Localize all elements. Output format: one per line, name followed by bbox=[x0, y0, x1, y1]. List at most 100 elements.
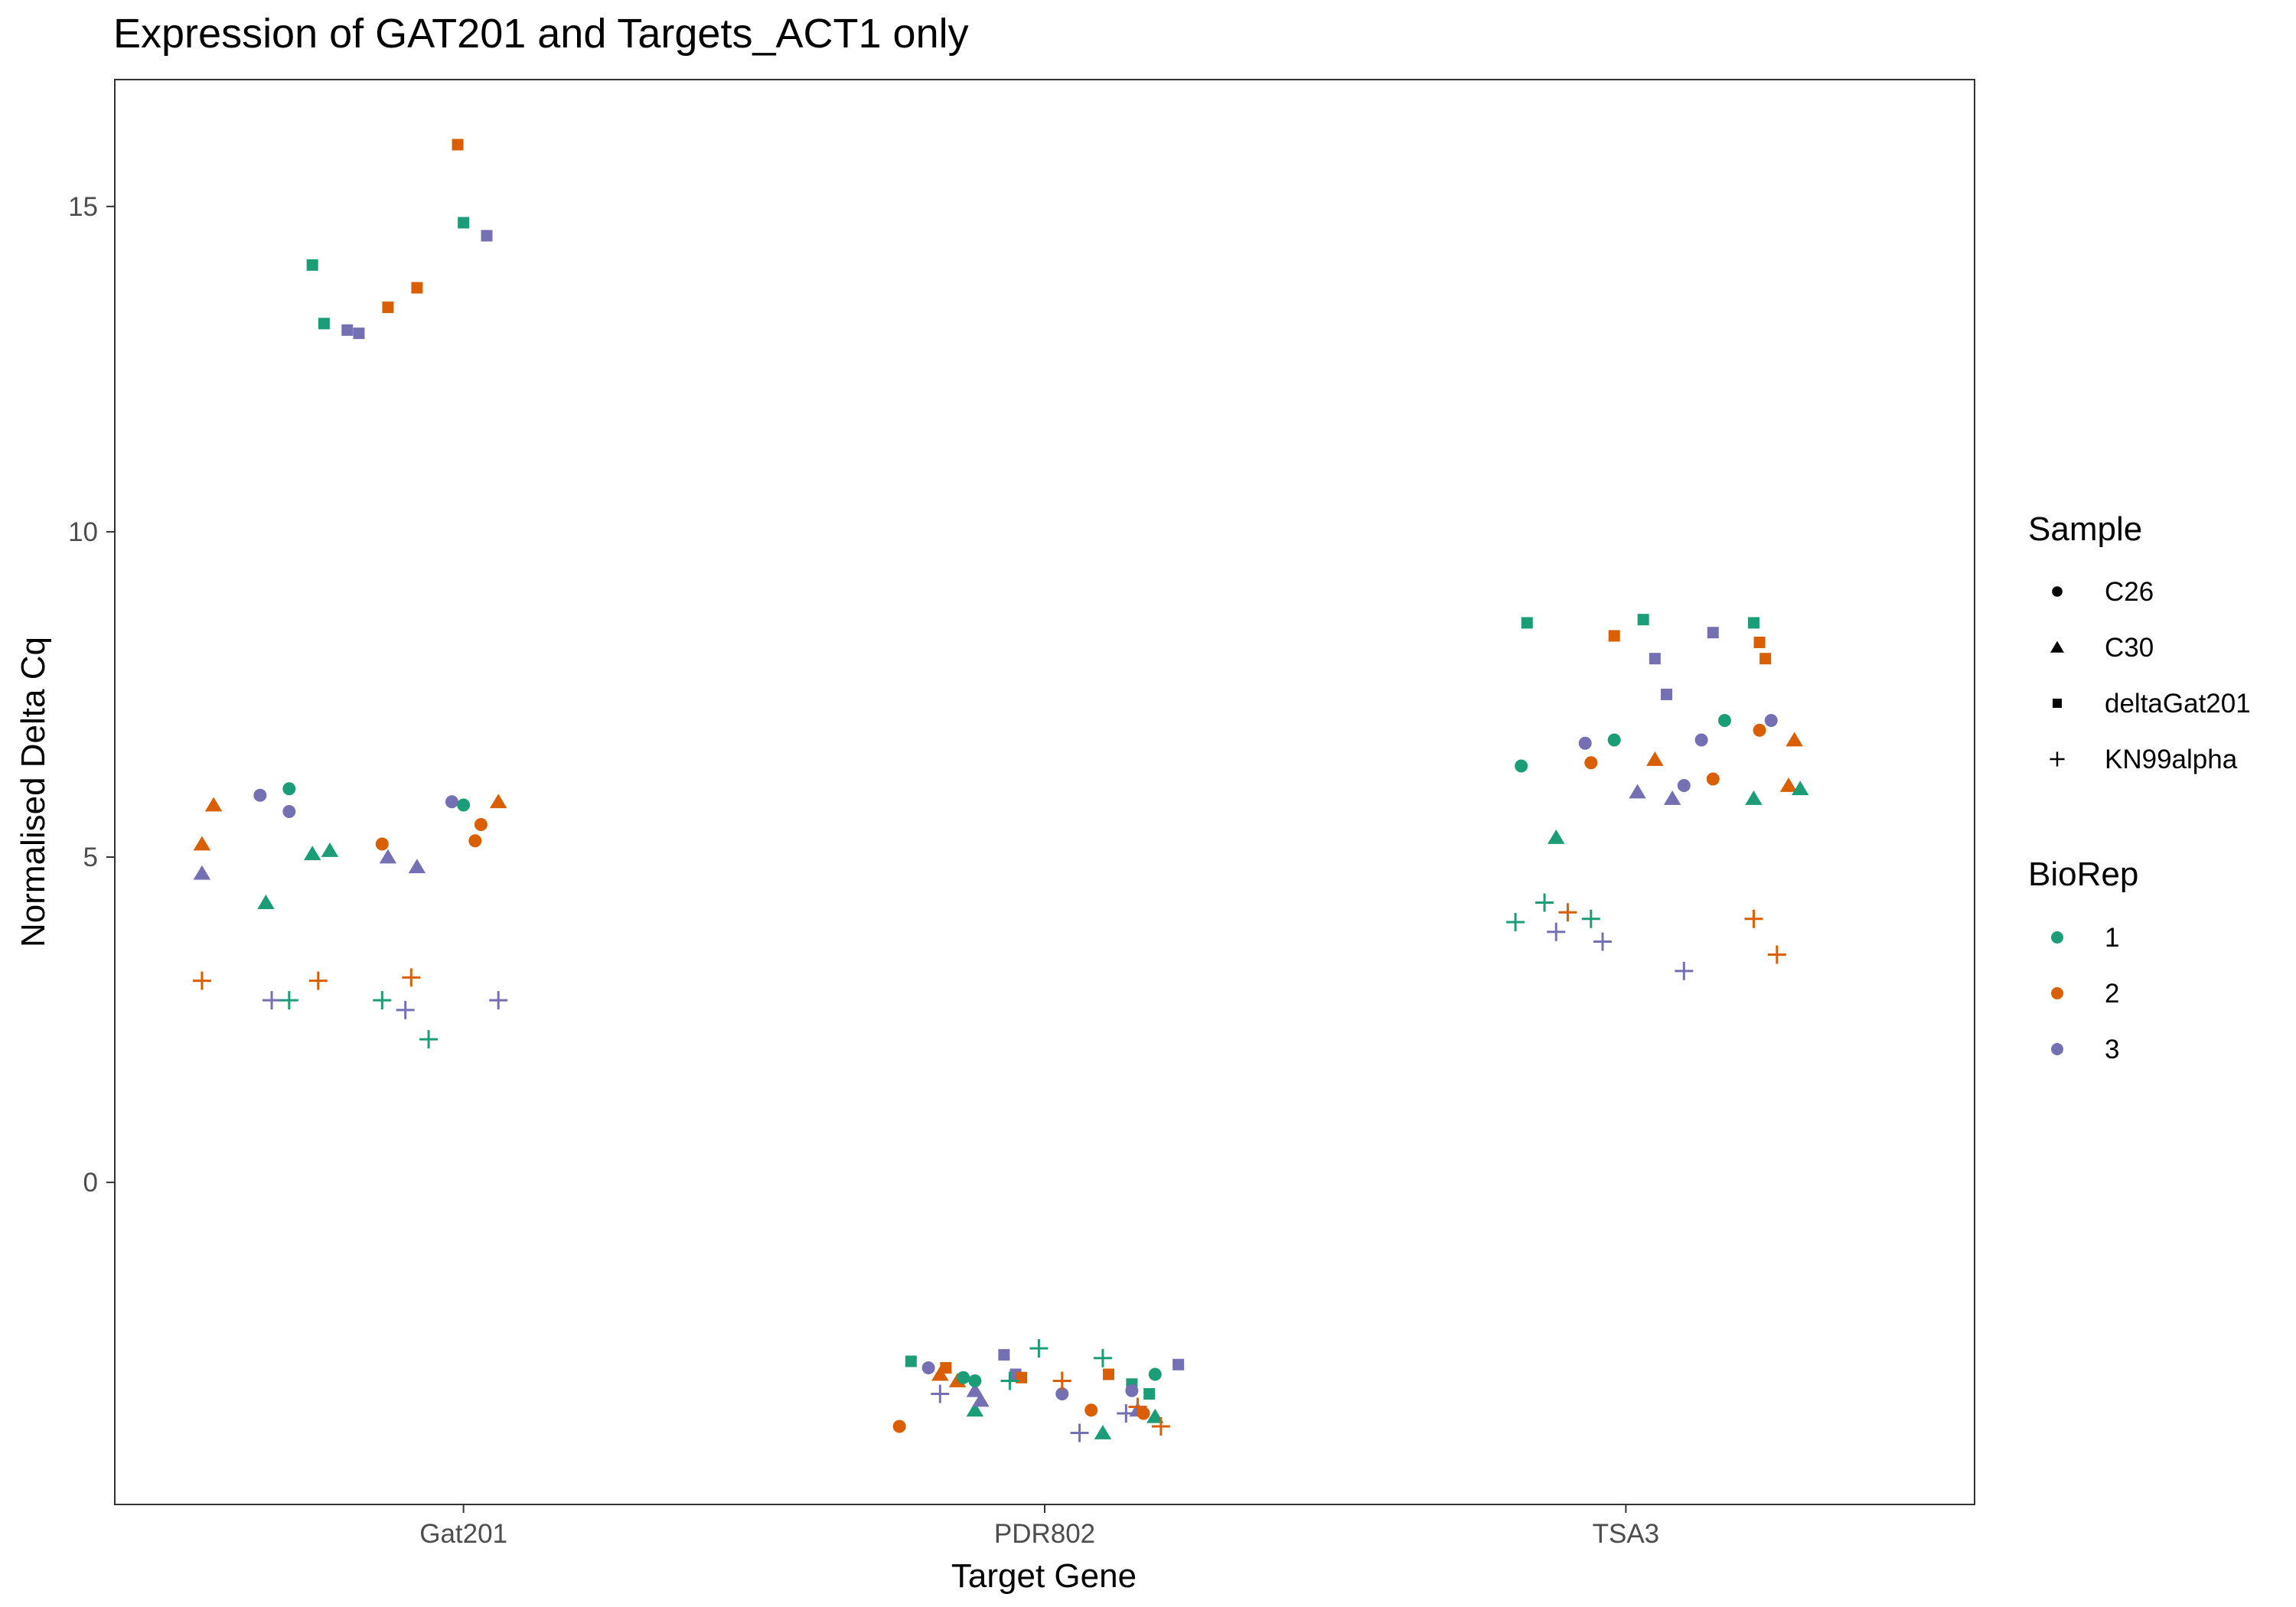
data-point bbox=[1117, 1403, 1136, 1423]
data-point bbox=[905, 1355, 917, 1367]
data-point bbox=[1661, 688, 1673, 700]
chart-title: Expression of GAT201 and Targets_ACT1 on… bbox=[113, 11, 969, 57]
data-point bbox=[408, 859, 426, 874]
data-point bbox=[1578, 736, 1592, 750]
data-point bbox=[468, 834, 482, 848]
legend-sample-key bbox=[2053, 699, 2062, 708]
data-point bbox=[1535, 893, 1554, 912]
data-point bbox=[1593, 932, 1612, 951]
data-point bbox=[1125, 1384, 1139, 1397]
data-point bbox=[1607, 733, 1621, 747]
data-point bbox=[382, 302, 394, 314]
legend-sample-label: C30 bbox=[2105, 633, 2154, 663]
data-point bbox=[1753, 636, 1766, 648]
legend-biorep-key bbox=[2051, 987, 2063, 999]
data-point bbox=[966, 1402, 984, 1417]
x-tick-label: PDR802 bbox=[994, 1519, 1095, 1549]
data-point bbox=[1000, 1371, 1019, 1390]
data-point bbox=[1760, 653, 1772, 665]
data-point bbox=[1094, 1424, 1112, 1439]
data-point bbox=[1764, 713, 1778, 727]
x-axis: Gat201 PDR802 TSA3 bbox=[419, 1504, 1659, 1549]
y-tick-label: 15 bbox=[68, 192, 98, 222]
data-point bbox=[1137, 1407, 1150, 1420]
legend-biorep-key bbox=[2051, 1043, 2063, 1055]
legend-sample-label: deltaGat201 bbox=[2105, 689, 2251, 719]
data-point bbox=[1677, 778, 1691, 792]
data-point bbox=[306, 259, 318, 271]
data-point bbox=[1707, 627, 1719, 639]
data-point bbox=[931, 1366, 949, 1381]
data-point bbox=[1084, 1403, 1098, 1417]
legend-sample-label: KN99alpha bbox=[2105, 745, 2238, 774]
data-point bbox=[419, 1030, 439, 1049]
data-point bbox=[452, 139, 464, 151]
y-tick-label: 0 bbox=[83, 1168, 98, 1198]
data-point bbox=[1646, 751, 1664, 766]
data-point bbox=[489, 794, 507, 809]
legend-sample-key bbox=[2050, 641, 2064, 653]
legend-sample: Sample C26 C30 deltaGat201 KN99alpha bbox=[2028, 510, 2251, 774]
data-point bbox=[263, 991, 282, 1010]
data-point bbox=[1548, 830, 1565, 844]
data-point bbox=[1649, 653, 1661, 665]
legend-sample-title: Sample bbox=[2028, 510, 2142, 548]
data-point bbox=[402, 968, 421, 987]
legend-sample-label: C26 bbox=[2105, 577, 2154, 607]
data-point bbox=[1694, 733, 1708, 747]
data-point bbox=[1744, 909, 1763, 928]
x-axis-title: Target Gene bbox=[951, 1557, 1137, 1595]
data-point bbox=[1584, 756, 1598, 770]
data-point bbox=[353, 328, 365, 340]
data-point bbox=[1581, 909, 1600, 928]
data-point bbox=[1608, 630, 1620, 642]
data-point bbox=[972, 1392, 990, 1407]
data-point bbox=[458, 217, 470, 229]
data-point bbox=[1767, 945, 1786, 964]
data-point bbox=[379, 849, 397, 864]
x-tick-label: TSA3 bbox=[1593, 1519, 1660, 1549]
data-point bbox=[318, 318, 330, 330]
data-point bbox=[1506, 913, 1525, 932]
data-point bbox=[1717, 713, 1731, 727]
data-point bbox=[341, 324, 354, 336]
data-point bbox=[204, 797, 223, 812]
data-point bbox=[282, 805, 296, 819]
data-point bbox=[1779, 777, 1798, 792]
data-point bbox=[396, 1000, 415, 1019]
data-point bbox=[1172, 1358, 1185, 1371]
data-point bbox=[1052, 1371, 1071, 1390]
legend-biorep-key bbox=[2051, 931, 2063, 944]
data-point bbox=[192, 971, 211, 990]
y-tick-label: 10 bbox=[68, 517, 98, 547]
data-point bbox=[375, 837, 389, 851]
legend-biorep-title: BioRep bbox=[2028, 856, 2138, 893]
data-point bbox=[1103, 1368, 1115, 1380]
data-points bbox=[192, 139, 1809, 1442]
data-point bbox=[1747, 617, 1760, 629]
data-point bbox=[193, 836, 211, 851]
data-point bbox=[1706, 772, 1720, 786]
data-point bbox=[1515, 759, 1528, 773]
data-point bbox=[1675, 961, 1694, 980]
legend-biorep-label: 2 bbox=[2105, 979, 2119, 1009]
data-point bbox=[957, 1371, 970, 1384]
data-point bbox=[1547, 922, 1566, 941]
data-point bbox=[481, 230, 493, 242]
data-point bbox=[279, 991, 298, 1010]
data-point bbox=[1143, 1387, 1156, 1400]
data-point bbox=[1070, 1423, 1089, 1442]
data-point bbox=[1128, 1397, 1147, 1416]
data-point bbox=[1521, 617, 1533, 629]
data-point bbox=[321, 843, 339, 857]
y-axis-title: Normalised Delta Cq bbox=[15, 637, 52, 947]
data-point bbox=[921, 1361, 935, 1374]
data-point bbox=[1663, 790, 1681, 805]
legend-sample-key bbox=[2050, 751, 2065, 767]
data-point bbox=[1629, 784, 1646, 799]
data-point bbox=[474, 818, 488, 832]
data-point bbox=[1055, 1387, 1069, 1400]
data-point bbox=[1146, 1408, 1164, 1423]
data-point bbox=[257, 895, 275, 909]
